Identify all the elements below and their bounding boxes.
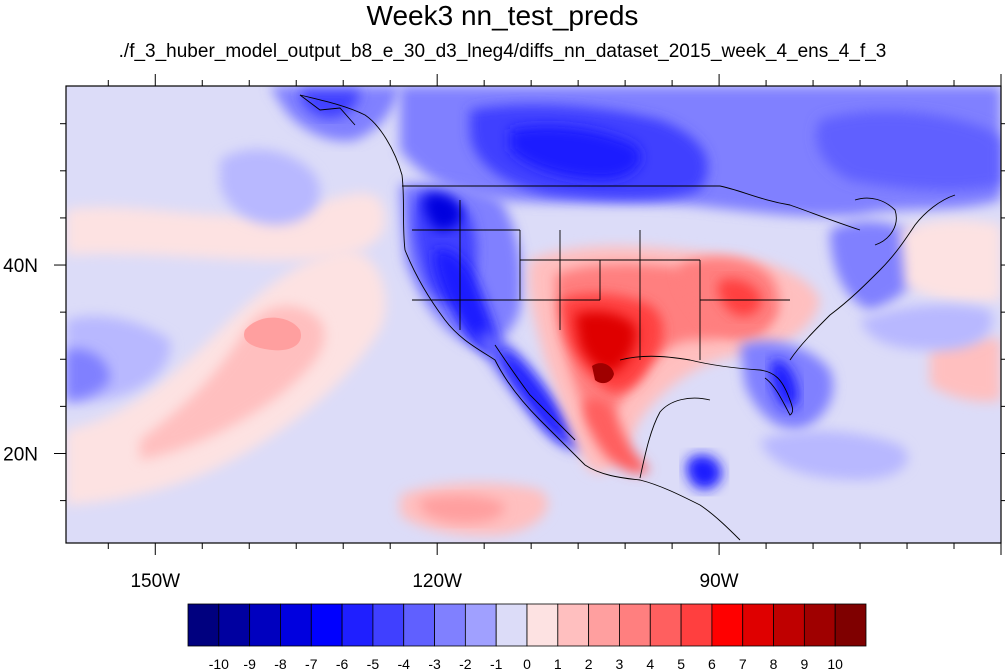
colorbar-box — [619, 603, 651, 647]
x-tick-label: 90W — [700, 571, 739, 592]
colorbar-label: -9 — [243, 656, 256, 672]
colorbar-box — [495, 603, 528, 647]
east-coast-cool — [830, 221, 923, 310]
alaska-cool-core — [300, 90, 360, 119]
colorbar-label: 10 — [827, 656, 843, 672]
colorbar-box — [434, 603, 466, 647]
colorbar-label: 8 — [770, 656, 778, 672]
colorbar-box — [372, 603, 405, 647]
colorbar-label: 0 — [523, 656, 531, 672]
colorbar-box — [218, 603, 251, 647]
colorbar-box — [834, 603, 867, 647]
colorbar-box — [711, 603, 744, 647]
pacific-cool-patch — [220, 149, 321, 225]
colorbar-label: -8 — [274, 656, 287, 672]
caribbean-cool — [760, 430, 908, 480]
baja-cold — [500, 350, 571, 442]
colorbar-label: 4 — [646, 656, 654, 672]
axis-ticks: 150W 120W 90W 40N 20N — [3, 74, 1005, 592]
atlantic-warm-south — [930, 337, 1001, 402]
colorbar-box — [249, 603, 281, 647]
colorbar-box — [588, 603, 620, 647]
colorbar-label: -1 — [490, 656, 503, 672]
map-title: Week3 nn_test_preds — [366, 0, 639, 31]
colorbar: -10 -9 -8 -7 -6 -5 -4 -3 -2 -1 0 1 2 3 4 5 6 7 8 9 10 — [187, 603, 867, 672]
colorbar-label: 6 — [708, 656, 716, 672]
colorbar-box — [341, 603, 374, 647]
colorbar-box — [526, 603, 559, 647]
colorbar-label: -7 — [305, 656, 318, 672]
atlantic-cool — [860, 304, 993, 350]
x-tick-label: 150W — [130, 571, 180, 592]
colorbar-box — [773, 603, 805, 647]
pacific-cool-west-core — [66, 349, 110, 400]
x-tick-label: 120W — [412, 571, 462, 592]
east-pacific-warm-core — [419, 495, 505, 523]
colorbar-box — [403, 603, 435, 647]
colorbar-box — [742, 603, 774, 647]
pnw-cold-core — [424, 193, 462, 231]
colorbar-label: -2 — [459, 656, 472, 672]
california-cold — [434, 249, 497, 355]
texas-warm-core — [575, 311, 637, 373]
colorbar-label: -10 — [209, 656, 229, 672]
atlantic-warm — [900, 220, 1001, 302]
y-tick-label: 40N — [3, 256, 38, 277]
florida-cold — [770, 359, 799, 408]
colorbar-label: 5 — [677, 656, 685, 672]
map-subtitle: ./f_3_huber_model_output_b8_e_30_d3_lneg… — [118, 41, 887, 62]
colorbar-label: -3 — [428, 656, 441, 672]
plot-frame — [65, 85, 1002, 544]
colorbar-label: -6 — [336, 656, 349, 672]
canada-cold-core — [510, 126, 641, 180]
colorbar-box — [680, 603, 713, 647]
colorbar-label: 2 — [585, 656, 593, 672]
plot-area — [66, 86, 1001, 543]
colorbar-box — [649, 603, 682, 647]
colorbar-label: 9 — [800, 656, 808, 672]
mexico-warm — [584, 398, 650, 474]
colorbar-box — [557, 603, 590, 647]
colorbar-label: -4 — [398, 656, 411, 672]
y-tick-label: 20N — [3, 444, 38, 465]
colorbar-label: -5 — [367, 656, 380, 672]
colorbar-box — [464, 603, 497, 647]
colorbar-box — [187, 603, 220, 647]
central-america-cold — [686, 454, 722, 490]
colorbar-box — [280, 603, 312, 647]
colorbar-label: 7 — [739, 656, 747, 672]
pacific-warm-core-2 — [244, 317, 301, 351]
colorbar-box — [803, 603, 836, 647]
colorbar-box — [310, 603, 343, 647]
texas-warm-peak — [592, 363, 614, 384]
hudson-cold — [816, 111, 1001, 191]
ohio-valley-core — [718, 278, 762, 317]
coastlines — [299, 94, 956, 541]
colorbar-label: 1 — [554, 656, 562, 672]
colorbar-label: 3 — [616, 656, 624, 672]
